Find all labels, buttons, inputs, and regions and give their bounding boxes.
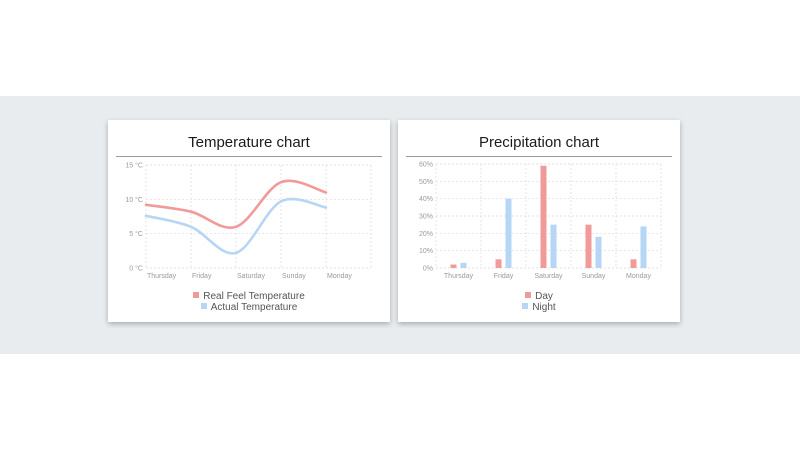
x-tick-label: Friday [494,273,514,280]
y-tick-label: 5 °C [129,230,143,238]
x-tick-label: Sunday [582,273,606,280]
legend-swatch-red [193,292,200,298]
bar-night [505,198,512,268]
bar-day [630,259,637,268]
temperature-legend: Real Feel Temperature Actual Temperature [108,291,390,313]
legend-swatch-red [525,292,532,298]
y-tick-label: 40% [419,196,433,203]
legend-swatch-blue [522,303,529,309]
y-tick-label: 20% [419,231,433,238]
x-tick-label: Thursday [147,273,177,280]
x-tick-label: Friday [192,273,212,280]
bar-night [595,236,602,268]
legend-item-day[interactable]: Day [398,291,680,302]
series-line-real-feel [144,179,328,230]
temperature-chart: 15 °C 10 °C 5 °C 0 °C Thursday Friday Saturday… [125,162,372,280]
bar-night [460,262,467,268]
legend-item-real-feel[interactable]: Real Feel Temperature [108,291,390,302]
y-tick-label: 30% [419,214,433,221]
legend-swatch-blue [200,303,207,309]
y-tick-label: 10% [419,248,433,255]
bar-day [585,224,592,268]
x-tick-label: Monday [626,273,651,280]
legend-label: Actual Temperature [210,302,298,313]
temperature-chart-card: Temperature chart 15 °C 10 °C 5 °C 0 °C Thur… [108,120,390,322]
legend-label: Night [532,302,556,313]
precipitation-chart-title: Precipitation chart [406,130,672,157]
bar-day [495,259,502,268]
precipitation-chart: 60% 50% 40% 30% 20% 10% 0% Thursday Friday Saturd… [419,162,662,280]
x-tick-label: Saturday [534,273,563,280]
bar-night [640,226,647,268]
x-tick-label: Sunday [282,273,306,280]
y-tick-label: 10 °C [125,196,143,204]
y-tick-label: 50% [419,179,433,186]
y-tick-label: 60% [419,162,433,169]
x-tick-label: Thursday [444,273,474,280]
bar-night [550,224,557,268]
temperature-chart-title: Temperature chart [116,130,382,157]
bar-day [450,264,457,268]
legend-item-night[interactable]: Night [398,302,680,313]
y-tick-label: 0 °C [129,265,143,273]
legend-label: Real Feel Temperature [203,291,305,302]
series-line-actual [144,197,328,255]
x-tick-label: Monday [327,273,352,280]
bar-day [540,165,547,268]
legend-label: Day [535,291,553,302]
y-tick-label: 15 °C [125,162,143,170]
legend-item-actual[interactable]: Actual Temperature [108,302,390,313]
x-tick-label: Saturday [237,273,266,280]
y-tick-label: 0% [423,266,433,273]
precipitation-legend: Day Night [398,291,680,313]
precipitation-chart-card: Precipitation chart 60% 50% 40% 30% 20% 10% 0%… [398,120,680,322]
